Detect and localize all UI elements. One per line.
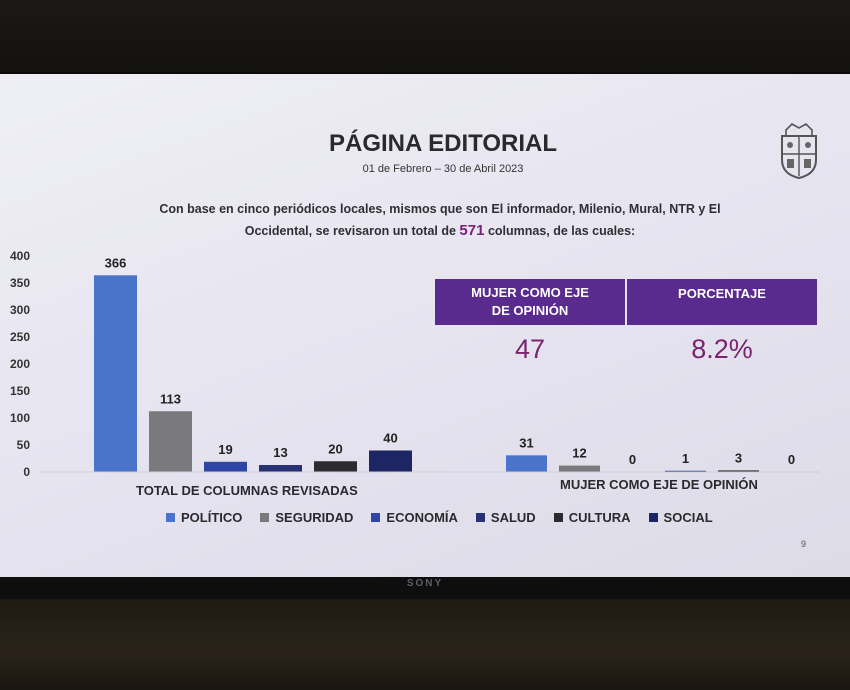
bar-político — [94, 275, 137, 472]
bar-value-label: 366 — [105, 255, 127, 270]
bar-value-label: 19 — [218, 442, 232, 457]
bar-value-label: 13 — [273, 445, 287, 460]
legend-item-salud: SALUD — [475, 510, 536, 525]
bar-value-label: 3 — [735, 450, 742, 465]
legend-swatch — [553, 513, 563, 522]
y-tick-label: 400 — [9, 249, 30, 263]
legend-swatch — [166, 513, 175, 522]
chart-legend: POLÍTICO SEGURIDAD ECONOMÍA SALUD CULTUR… — [166, 510, 713, 525]
total-columns-number: 571 — [459, 222, 485, 239]
kpi-header-women: MUJER COMO EJE DE OPINIÓN — [435, 279, 625, 325]
monitor-top-bezel — [0, 0, 850, 75]
page-number: 9 — [801, 539, 807, 549]
bar-value-label: 113 — [160, 391, 181, 406]
presentation-slide: PÁGINA EDITORIAL 01 de Febrero – 30 de A… — [0, 72, 850, 579]
legend-item-economia: ECONOMÍA — [371, 510, 458, 525]
kpi-header-percentage-label: PORCENTAJE — [678, 286, 766, 301]
kpi-percentage: 8.2% — [691, 334, 753, 364]
y-tick-label: 0 — [23, 465, 30, 479]
legend-label: SEGURIDAD — [275, 510, 354, 525]
legend-label: SALUD — [490, 510, 536, 525]
y-tick-label: 150 — [9, 384, 30, 398]
bar-cultura — [718, 470, 759, 472]
kpi-header-percentage: PORCENTAJE — [627, 279, 817, 325]
slide-title: PÁGINA EDITORIAL — [328, 130, 557, 157]
y-tick-label: 100 — [9, 411, 30, 425]
bar-político — [506, 455, 547, 472]
legend-item-politico: POLÍTICO — [166, 510, 242, 525]
legend-label: ECONOMÍA — [386, 510, 458, 525]
intro-text-b: columnas, de las cuales: — [487, 224, 636, 238]
bar-seguridad — [149, 411, 192, 472]
legend-item-seguridad: SEGURIDAD — [260, 510, 353, 525]
bar-cultura — [314, 461, 357, 472]
bar-value-label: 31 — [519, 435, 533, 450]
legend-label: CULTURA — [568, 510, 631, 525]
legend-swatch — [260, 513, 270, 522]
monitor-bottom-bezel — [0, 577, 850, 599]
kpi-women-count: 47 — [514, 334, 546, 364]
legend-item-social: SOCIAL — [648, 510, 713, 525]
university-crest-icon — [776, 122, 822, 180]
intro-line-2: Occidental, se revisaron un total de 571… — [140, 220, 740, 242]
bar-seguridad — [559, 465, 600, 472]
legend-item-cultura: CULTURA — [553, 510, 631, 525]
group-caption-women: MUJER COMO EJE DE OPINIÓN — [560, 477, 758, 492]
date-range: 01 de Febrero – 30 de Abril 2023 — [362, 163, 524, 175]
bar-value-label: 0 — [629, 452, 636, 467]
legend-label: SOCIAL — [663, 510, 713, 525]
bar-value-label: 20 — [328, 441, 342, 456]
bar-value-label: 12 — [572, 446, 586, 461]
legend-swatch — [475, 513, 485, 522]
group-caption-total: TOTAL DE COLUMNAS REVISADAS — [136, 483, 358, 498]
y-tick-label: 50 — [16, 438, 30, 452]
y-tick-label: 350 — [9, 276, 30, 290]
legend-swatch — [371, 513, 381, 522]
bar-economía — [204, 461, 247, 472]
tv-stand — [0, 599, 850, 690]
y-tick-label: 300 — [9, 303, 30, 317]
bar-value-label: 40 — [383, 431, 397, 446]
bar-salud — [259, 465, 302, 472]
bar-value-label: 1 — [682, 451, 689, 466]
bar-value-label: 0 — [788, 452, 795, 467]
kpi-header-women-label: MUJER COMO EJE DE OPINIÓN — [471, 285, 589, 318]
bar-salud — [665, 470, 706, 472]
intro-text: Con base en cinco periódicos locales, mi… — [140, 198, 740, 242]
legend-label: POLÍTICO — [181, 510, 243, 525]
bar-social — [369, 450, 412, 472]
intro-line-1: Con base en cinco periódicos locales, mi… — [159, 202, 721, 216]
monitor-brand-logo: SONY — [406, 578, 444, 589]
legend-swatch — [648, 513, 658, 522]
y-tick-label: 250 — [9, 330, 30, 344]
intro-text-a: Occidental, se revisaron un total de — [244, 224, 456, 238]
y-tick-label: 200 — [9, 357, 30, 371]
